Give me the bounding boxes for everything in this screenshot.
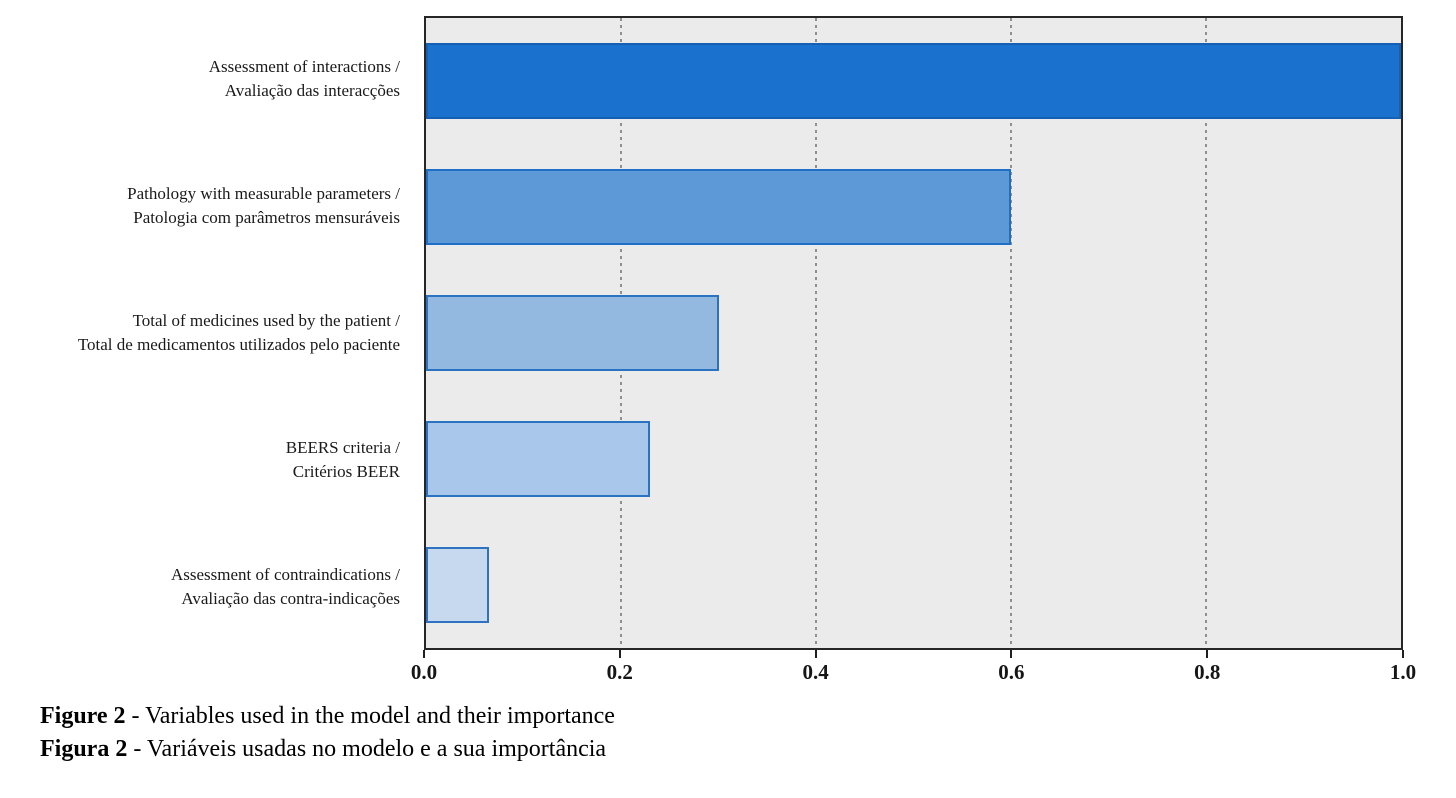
category-label: BEERS criteria / Critérios BEER <box>0 396 412 523</box>
bar <box>426 547 490 623</box>
category-label: Pathology with measurable parameters / Pa… <box>0 143 412 270</box>
category-label-line: BEERS criteria / <box>285 437 400 457</box>
category-label-line: Avaliação das contra-indicações <box>181 588 400 608</box>
bars-layer <box>426 18 1401 648</box>
category-label: Assessment of interactions / Avaliação da… <box>0 16 412 143</box>
category-label-line: Total of medicines used by the patient / <box>132 310 400 330</box>
x-axis-tick <box>1010 650 1013 658</box>
bar-row <box>426 396 1401 522</box>
x-axis-tick <box>1402 650 1404 658</box>
gridline <box>1205 18 1207 648</box>
category-label-line: Assessment of interactions / <box>208 57 400 77</box>
x-axis-tick-label: 0.8 <box>1194 660 1221 684</box>
x-axis-tick-label: 0.4 <box>802 660 829 684</box>
category-label-line: Critérios BEER <box>292 461 400 481</box>
category-label-line: Pathology with measurable parameters / <box>127 184 400 204</box>
x-axis-tick <box>423 650 425 658</box>
x-axis-tick-label: 1.0 <box>1389 660 1417 684</box>
caption-text-english: - Variables used in the model and their … <box>125 703 615 729</box>
figure-caption: Figure 2 - Variables used in the model a… <box>40 700 615 766</box>
bar <box>426 421 651 497</box>
y-axis-category-labels: Assessment of interactions / Avaliação da… <box>0 16 412 650</box>
x-axis-tick-label: 0.2 <box>606 660 633 684</box>
bar <box>426 295 719 371</box>
gridline <box>815 18 817 648</box>
bar <box>426 169 1011 245</box>
x-axis-tick-label: 0.6 <box>998 660 1025 684</box>
category-label-line: Patologia com parâmetros mensuráveis <box>133 208 400 228</box>
bar-row <box>426 270 1401 396</box>
category-label: Total of medicines used by the patient /… <box>0 270 412 397</box>
x-axis-tick <box>618 650 621 658</box>
category-label-line: Assessment of contraindications / <box>171 564 400 584</box>
plot-area <box>424 16 1403 650</box>
caption-text-portuguese: - Variáveis usadas no modelo e a sua imp… <box>127 736 607 762</box>
category-label: Assessment of contraindications / Avaliaç… <box>0 523 412 650</box>
bar <box>426 43 1401 119</box>
gridline <box>1010 18 1012 648</box>
caption-label-portuguese: Figura 2 <box>40 736 128 762</box>
bar-row <box>426 522 1401 648</box>
bar-row <box>426 18 1401 144</box>
x-axis: 0.0 0.2 0.4 0.6 0.8 1.0 <box>411 650 1416 690</box>
bar-row <box>426 144 1401 270</box>
caption-line-portuguese: Figura 2 - Variáveis usadas no modelo e … <box>40 733 615 766</box>
x-axis-tick <box>814 650 817 658</box>
x-axis-tick <box>1206 650 1209 658</box>
x-axis-tick-label: 0.0 <box>410 660 438 684</box>
category-label-line: Total de medicamentos utilizados pelo pa… <box>77 334 400 354</box>
caption-line-english: Figure 2 - Variables used in the model a… <box>40 700 615 733</box>
caption-label-english: Figure 2 <box>40 703 126 729</box>
category-label-line: Avaliação das interacções <box>224 81 400 101</box>
